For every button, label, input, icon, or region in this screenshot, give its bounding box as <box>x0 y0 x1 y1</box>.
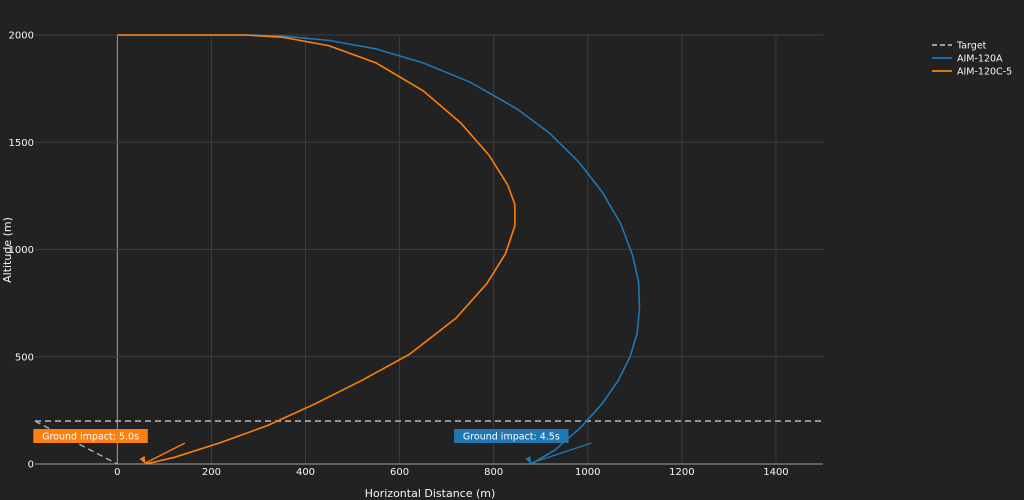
legend-label: AIM-120A <box>957 54 1003 65</box>
series-line-1 <box>117 34 641 465</box>
legend-label: AIM-120C-5 <box>957 67 1012 78</box>
x-tick-label: 1200 <box>669 467 694 478</box>
legend-item-2[interactable]: AIM-120C-5 <box>932 67 1012 78</box>
grid-lines <box>35 34 823 465</box>
legend-item-0[interactable]: Target <box>932 41 987 52</box>
x-tick-label: 200 <box>202 467 221 478</box>
y-tick-label: 500 <box>15 352 34 363</box>
y-tick-label: 1000 <box>9 245 34 256</box>
x-tick-label: 0 <box>114 467 120 478</box>
tick-labels: 0 200 400 600 800 1000 1200 1400 0 500 1000 1500 200… <box>9 31 789 479</box>
legend-item-1[interactable]: AIM-120A <box>932 54 1003 65</box>
annotation-box <box>454 429 569 443</box>
target-approach-line <box>34 420 118 465</box>
x-tick-label: 1400 <box>763 467 788 478</box>
annotation-label: Ground impact: 5.0s <box>42 432 139 443</box>
series-lines <box>34 34 823 465</box>
x-tick-label: 400 <box>296 467 315 478</box>
x-tick-label: 1000 <box>575 467 600 478</box>
annotation-1: Ground impact: 4.5s <box>454 429 592 464</box>
series-line-2 <box>117 34 516 465</box>
annotation-arrow <box>145 442 186 464</box>
x-tick-label: 600 <box>390 467 409 478</box>
annotation-arrow <box>531 442 592 464</box>
y-tick-label: 2000 <box>9 31 34 42</box>
annotation-label: Ground impact: 4.5s <box>463 432 560 443</box>
annotation-0: Ground impact: 5.0s <box>33 429 186 464</box>
annotation-box <box>33 429 148 443</box>
x-tick-label: 800 <box>484 467 503 478</box>
legend-label: Target <box>956 41 987 52</box>
annotation-arrowhead <box>525 456 532 464</box>
annotations: Ground impact: 5.0s Ground impact: 4.5s <box>33 429 592 464</box>
annotation-arrowhead <box>139 456 146 464</box>
y-tick-label: 1500 <box>9 138 34 149</box>
y-tick-label: 0 <box>28 460 34 471</box>
y-axis-title: Altitude (m) <box>1 217 14 283</box>
x-axis-title: Horizontal Distance (m) <box>365 487 496 500</box>
legend[interactable]: Target AIM-120A AIM-120C-5 <box>932 41 1012 78</box>
